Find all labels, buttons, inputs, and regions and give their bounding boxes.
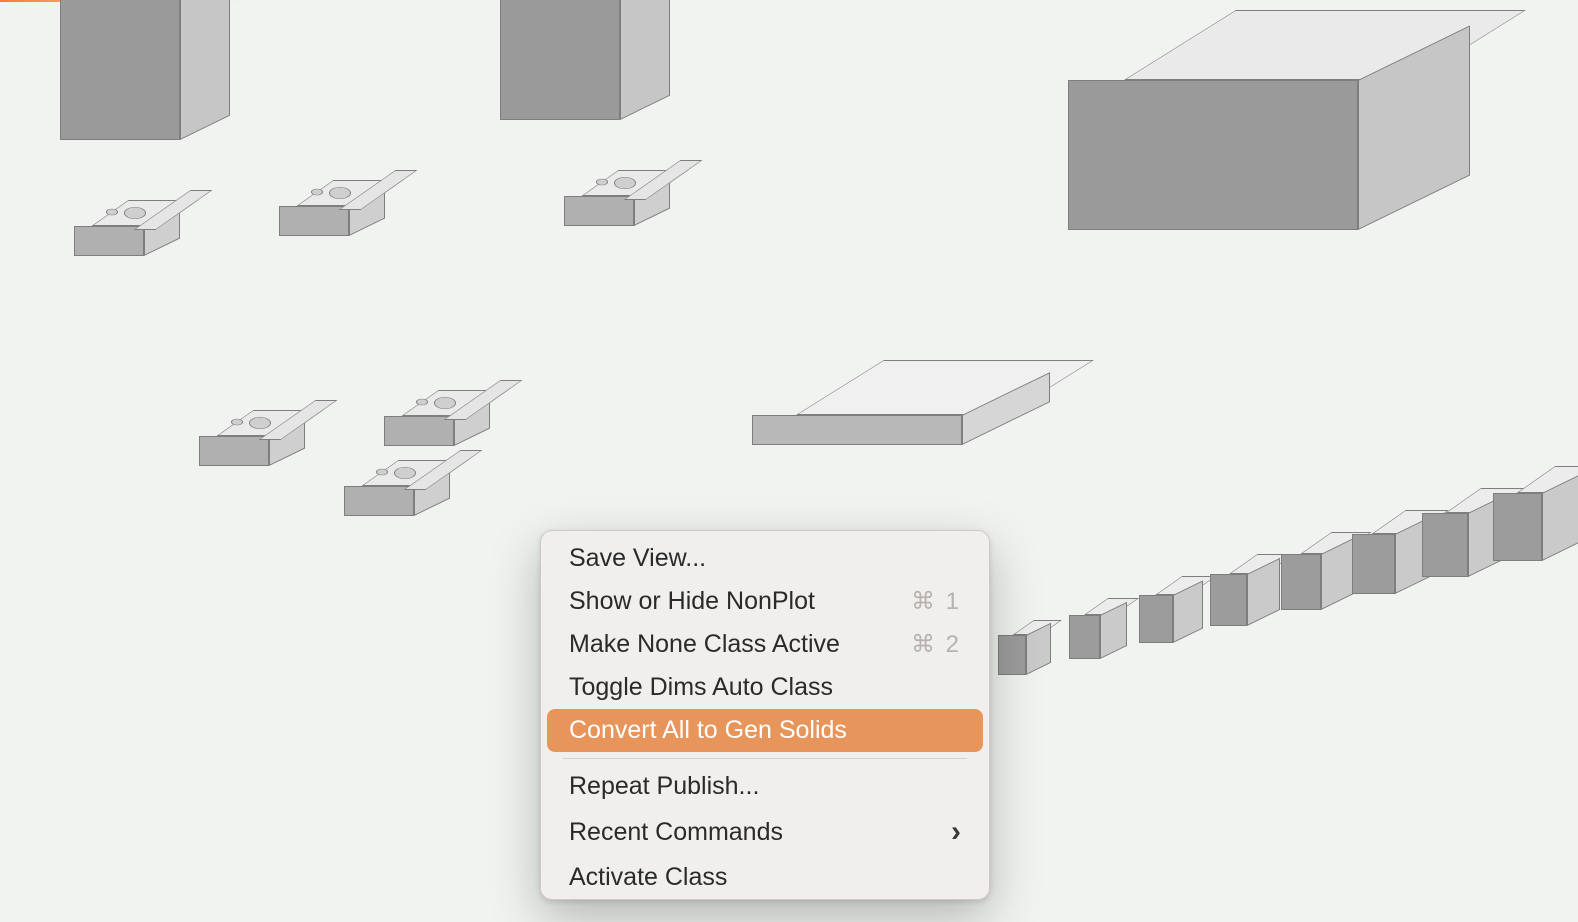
menu-item-repeat-publish[interactable]: Repeat Publish... [547, 765, 983, 808]
menu-item-label: Toggle Dims Auto Class [569, 673, 833, 702]
context-menu: Save View... Show or Hide NonPlot ⌘ 1 Make … [540, 530, 990, 900]
menu-item-label: Recent Commands [569, 818, 783, 847]
menu-item-label: Save View... [569, 544, 706, 573]
menu-item-activate-class[interactable]: Activate Class [547, 856, 983, 899]
menu-item-toggle-dims-auto-class[interactable]: Toggle Dims Auto Class [547, 666, 983, 709]
chevron-right-icon: › [951, 815, 961, 849]
menu-item-label: Repeat Publish... [569, 772, 759, 801]
menu-item-shortcut: ⌘ 1 [911, 587, 961, 616]
menu-item-shortcut: ⌘ 2 [911, 630, 961, 659]
menu-item-convert-all-to-gen-solids[interactable]: Convert All to Gen Solids [547, 709, 983, 752]
menu-item-label: Make None Class Active [569, 630, 840, 659]
menu-item-save-view[interactable]: Save View... [547, 537, 983, 580]
menu-item-recent-commands[interactable]: Recent Commands › [547, 808, 983, 856]
menu-item-show-or-hide-nonplot[interactable]: Show or Hide NonPlot ⌘ 1 [547, 580, 983, 623]
menu-item-label: Activate Class [569, 863, 727, 892]
menu-item-label: Show or Hide NonPlot [569, 587, 815, 616]
menu-separator [563, 758, 967, 759]
menu-item-make-none-class-active[interactable]: Make None Class Active ⌘ 2 [547, 623, 983, 666]
menu-item-label: Convert All to Gen Solids [569, 716, 847, 745]
